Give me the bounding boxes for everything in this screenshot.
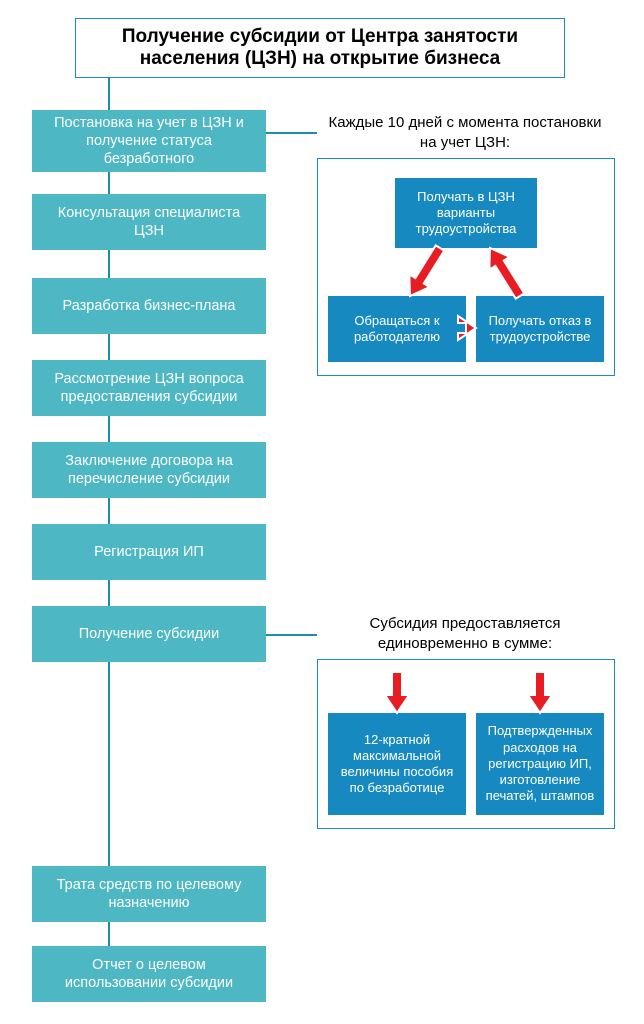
step-box: Рассмотрение ЦЗН вопроса предоставления … — [32, 360, 266, 416]
red-arrow — [390, 228, 460, 316]
side-connector — [266, 132, 317, 134]
step-box: Получение субсидии — [32, 606, 266, 662]
side-connector — [266, 634, 317, 636]
step-box: Консультация специалиста ЦЗН — [32, 194, 266, 250]
flowchart-title: Получение субсидии от Центра занятости н… — [75, 18, 565, 78]
red-arrow — [446, 308, 496, 348]
step-box: Разработка бизнес-плана — [32, 278, 266, 334]
step-box: Заключение договора на перечисление субс… — [32, 442, 266, 498]
red-arrow — [470, 228, 540, 316]
step-box: Постановка на учет в ЦЗН и получение ста… — [32, 110, 266, 172]
step-box: Трата средств по целевому назначению — [32, 866, 266, 922]
step-box: Отчет о целевом использовании субсидии — [32, 946, 266, 1002]
step-box: Регистрация ИП — [32, 524, 266, 580]
red-arrow — [520, 652, 560, 733]
side-group-label: Каждые 10 дней с момента постановки на у… — [325, 113, 605, 152]
side-group-label: Субсидия предоставляется единовременно в… — [325, 614, 605, 653]
red-arrow — [377, 652, 417, 733]
